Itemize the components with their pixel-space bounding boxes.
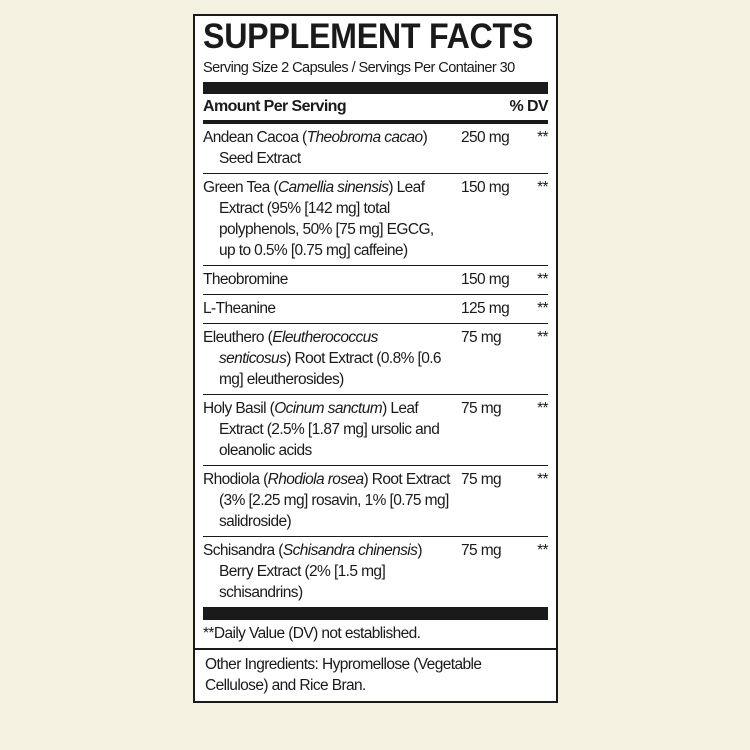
botanical-name: Theobroma cacao bbox=[306, 129, 424, 146]
ingredient-row: Holy Basil (Ocinum sanctum) Leaf Extract… bbox=[203, 395, 549, 466]
ingredient-name: Theobromine bbox=[203, 269, 453, 290]
ingredient-detail: ) Root Extract (0.8% [0.6 mg] eleutheros… bbox=[219, 350, 442, 388]
botanical-name: Rhodiola rosea bbox=[267, 471, 364, 488]
ingredient-amount: 75 mg bbox=[461, 400, 502, 417]
ingredient-dv: ** bbox=[537, 471, 548, 488]
ingredient-detail: ) Seed Extract bbox=[219, 129, 428, 167]
ingredient-detail: ) Leaf Extract (95% [142 mg] total polyp… bbox=[219, 179, 434, 259]
botanical-name: Ocinum sanctum bbox=[274, 400, 383, 417]
ingredient-name: Green Tea (Camellia sinensis) Leaf Extra… bbox=[203, 177, 453, 261]
ingredient-name: Holy Basil (Ocinum sanctum) Leaf Extract… bbox=[203, 398, 453, 461]
ingredient-detail: ) Berry Extract (2% [1.5 mg] schisandrin… bbox=[219, 542, 422, 601]
supplement-facts-panel: SUPPLEMENT FACTS Serving Size 2 Capsules… bbox=[193, 14, 558, 703]
other-ingredients: Other Ingredients: Hypromellose (Vegetab… bbox=[205, 656, 482, 694]
ingredient-name: Andean Cacoa (Theobroma cacao) Seed Extr… bbox=[203, 127, 453, 169]
ingredient-name-text: Theobromine bbox=[203, 271, 288, 288]
botanical-name: Camellia sinensis bbox=[277, 179, 389, 196]
ingredient-dv: ** bbox=[537, 329, 548, 346]
ingredient-name-text: Eleuthero ( bbox=[203, 329, 273, 346]
ingredient-name: L-Theanine bbox=[203, 298, 453, 319]
ingredient-dv: ** bbox=[537, 300, 548, 317]
dv-header: % DV bbox=[509, 98, 549, 115]
ingredient-name: Eleuthero (Eleutherococcus senticosus) R… bbox=[203, 327, 453, 390]
ingredient-amount: 250 mg bbox=[461, 129, 510, 146]
ingredient-name-text: Schisandra ( bbox=[203, 542, 283, 559]
ingredient-detail: ) Leaf Extract (2.5% [1.87 mg] ursolic a… bbox=[219, 400, 440, 459]
serving-info: Serving Size 2 Capsules / Servings Per C… bbox=[203, 59, 515, 76]
ingredient-dv: ** bbox=[537, 400, 548, 417]
thick-divider bbox=[203, 607, 548, 620]
ingredient-amount: 75 mg bbox=[461, 471, 502, 488]
ingredient-dv: ** bbox=[537, 129, 548, 146]
ingredient-amount: 150 mg bbox=[461, 271, 510, 288]
footnote: **Daily Value (DV) not established. bbox=[203, 625, 421, 642]
ingredient-dv: ** bbox=[537, 271, 548, 288]
ingredient-row: L-Theanine 125 mg ** bbox=[203, 295, 549, 324]
ingredient-detail: ) Root Extract (3% [2.25 mg] rosavin, 1%… bbox=[219, 471, 450, 530]
botanical-name: Eleutherococcus senticosus bbox=[219, 329, 378, 367]
ingredient-amount: 125 mg bbox=[461, 300, 510, 317]
thick-divider bbox=[203, 82, 548, 94]
ingredient-dv: ** bbox=[537, 179, 548, 196]
column-header: Amount Per Serving % DV bbox=[203, 94, 549, 120]
ingredient-row: Eleuthero (Eleutherococcus senticosus) R… bbox=[203, 324, 549, 395]
ingredient-amount: 75 mg bbox=[461, 329, 502, 346]
ingredient-name-text: Rhodiola ( bbox=[203, 471, 268, 488]
ingredient-name: Rhodiola (Rhodiola rosea) Root Extract (… bbox=[203, 469, 453, 532]
ingredient-name-text: Green Tea ( bbox=[203, 179, 279, 196]
ingredient-name: Schisandra (Schisandra chinensis) Berry … bbox=[203, 540, 453, 603]
ingredient-dv: ** bbox=[537, 542, 548, 559]
section-divider bbox=[195, 648, 556, 650]
ingredient-name-text: Andean Cacoa ( bbox=[203, 129, 307, 146]
medium-divider bbox=[203, 120, 548, 124]
ingredient-name-text: Holy Basil ( bbox=[203, 400, 275, 417]
ingredient-row: Theobromine 150 mg ** bbox=[203, 266, 549, 295]
ingredient-amount: 75 mg bbox=[461, 542, 502, 559]
botanical-name: Schisandra chinensis bbox=[282, 542, 418, 559]
ingredient-name-text: L-Theanine bbox=[203, 300, 276, 317]
ingredient-row: Schisandra (Schisandra chinensis) Berry … bbox=[203, 537, 549, 607]
ingredient-row: Andean Cacoa (Theobroma cacao) Seed Extr… bbox=[203, 124, 549, 174]
ingredient-row: Rhodiola (Rhodiola rosea) Root Extract (… bbox=[203, 466, 549, 537]
ingredient-row: Green Tea (Camellia sinensis) Leaf Extra… bbox=[203, 174, 549, 266]
ingredient-list: Andean Cacoa (Theobroma cacao) Seed Extr… bbox=[203, 124, 549, 607]
amount-header: Amount Per Serving bbox=[203, 98, 347, 115]
ingredient-amount: 150 mg bbox=[461, 179, 510, 196]
panel-title: SUPPLEMENT FACTS bbox=[203, 17, 534, 56]
